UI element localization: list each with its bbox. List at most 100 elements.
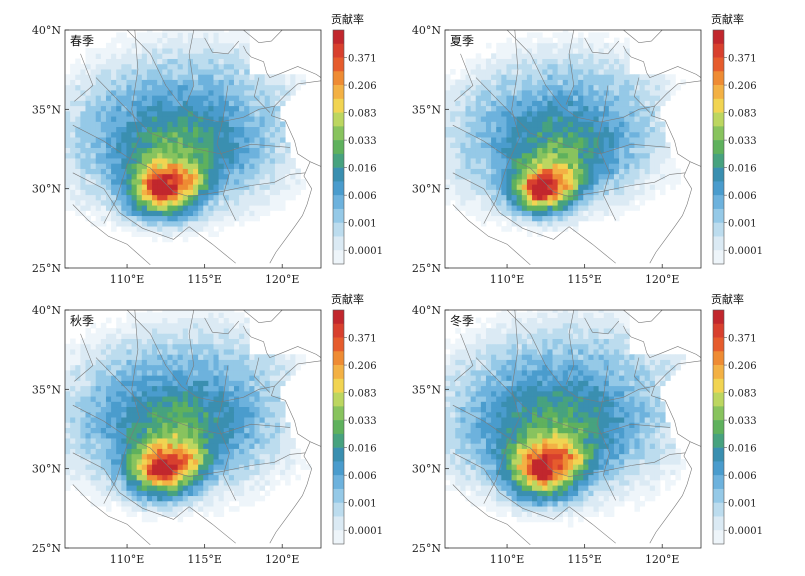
grid-cell xyxy=(121,479,127,486)
grid-cell xyxy=(259,474,266,481)
grid-cell xyxy=(269,121,276,128)
grid-cell xyxy=(100,84,107,91)
grid-cell xyxy=(654,490,661,497)
grid-cell xyxy=(639,490,646,497)
grid-cell xyxy=(249,194,255,201)
grid-cell xyxy=(264,490,271,497)
grid-cell xyxy=(269,100,276,107)
grid-cell xyxy=(223,385,230,392)
grid-cell xyxy=(470,142,477,148)
grid-cell xyxy=(239,359,245,366)
grid-cell xyxy=(485,131,492,138)
grid-cell xyxy=(157,380,163,387)
grid-cell xyxy=(90,69,97,75)
grid-cell xyxy=(465,147,471,154)
grid-cell xyxy=(187,220,194,227)
grid-cell xyxy=(526,100,533,107)
grid-cell xyxy=(619,74,625,80)
grid-cell xyxy=(208,173,214,180)
grid-cell xyxy=(111,126,117,133)
grid-cell xyxy=(228,194,235,201)
grid-cell xyxy=(193,215,199,222)
grid-cell xyxy=(65,126,71,133)
grid-cell xyxy=(136,422,143,428)
grid-cell xyxy=(295,84,301,91)
grid-cell xyxy=(280,205,286,211)
grid-cell xyxy=(573,53,579,59)
grid-cell xyxy=(274,205,281,211)
grid-cell xyxy=(131,443,138,449)
grid-cell xyxy=(136,105,143,112)
grid-cell xyxy=(136,63,143,70)
grid-cell xyxy=(182,479,189,486)
grid-cell xyxy=(567,121,574,128)
grid-cell xyxy=(187,210,194,217)
grid-cell xyxy=(613,500,620,507)
grid-cell xyxy=(470,110,477,117)
grid-cell xyxy=(126,84,132,91)
grid-cell xyxy=(162,328,168,334)
grid-cell xyxy=(506,84,512,91)
grid-cell xyxy=(111,184,117,190)
grid-cell xyxy=(208,364,214,371)
grid-cell xyxy=(547,74,553,80)
grid-cell xyxy=(193,58,199,65)
grid-cell xyxy=(613,121,620,128)
grid-cell xyxy=(578,100,584,107)
grid-cell xyxy=(619,48,625,54)
grid-cell xyxy=(634,110,640,117)
grid-cell xyxy=(121,380,127,387)
grid-cell xyxy=(233,69,240,75)
grid-cell xyxy=(131,343,138,350)
grid-cell xyxy=(162,406,168,413)
grid-cell xyxy=(233,375,240,381)
grid-cell xyxy=(90,401,97,408)
grid-cell xyxy=(552,53,559,59)
grid-cell xyxy=(578,142,584,148)
grid-cell xyxy=(547,110,553,117)
grid-cell xyxy=(162,184,168,190)
grid-cell xyxy=(567,37,574,44)
grid-cell xyxy=(65,479,71,486)
grid-cell xyxy=(254,89,260,96)
grid-cell xyxy=(552,168,559,175)
grid-cell xyxy=(264,364,271,371)
grid-cell xyxy=(588,500,594,507)
grid-cell xyxy=(274,469,281,476)
grid-cell xyxy=(213,427,219,434)
grid-cell xyxy=(578,48,584,54)
grid-cell xyxy=(100,163,107,169)
grid-cell xyxy=(588,168,594,175)
grid-cell xyxy=(593,205,599,211)
grid-cell xyxy=(557,37,564,44)
grid-cell xyxy=(511,168,518,175)
grid-cell xyxy=(172,142,179,148)
grid-cell xyxy=(131,121,138,128)
grid-cell xyxy=(644,116,651,122)
grid-cell xyxy=(218,30,225,33)
grid-cell xyxy=(111,69,117,75)
grid-cell xyxy=(613,199,620,206)
grid-cell xyxy=(111,438,117,444)
grid-cell xyxy=(141,422,148,428)
grid-cell xyxy=(152,178,158,185)
grid-cell xyxy=(95,168,102,175)
grid-cell xyxy=(187,194,194,201)
grid-cell xyxy=(603,152,610,159)
grid-cell xyxy=(70,163,76,169)
grid-cell xyxy=(532,69,538,75)
grid-cell xyxy=(547,226,553,232)
grid-cell xyxy=(450,131,456,138)
grid-cell xyxy=(193,95,199,101)
grid-cell xyxy=(274,458,281,465)
grid-cell xyxy=(233,32,240,39)
grid-cell xyxy=(583,168,589,175)
grid-cell xyxy=(259,438,266,444)
grid-cell xyxy=(126,48,132,54)
grid-cell xyxy=(213,495,219,502)
grid-cell xyxy=(162,32,168,39)
grid-cell xyxy=(126,479,132,486)
grid-cell xyxy=(465,199,471,206)
grid-cell xyxy=(75,479,81,486)
grid-cell xyxy=(85,474,91,481)
